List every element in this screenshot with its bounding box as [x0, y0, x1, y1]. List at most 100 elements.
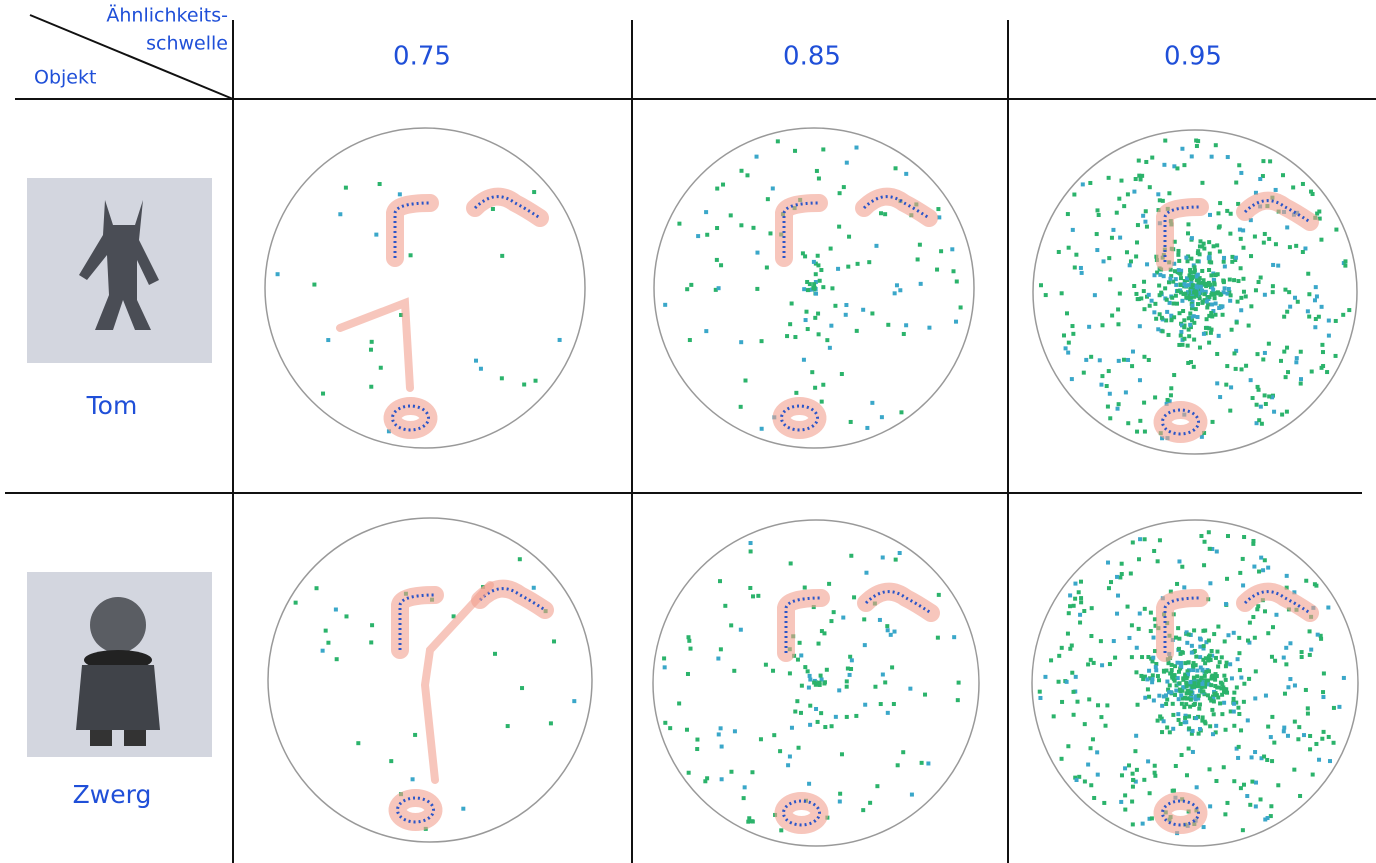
- feature-dot: [1198, 702, 1202, 706]
- object-name: Tom: [86, 391, 138, 420]
- feature-dot: [817, 332, 821, 336]
- feature-dot: [1156, 719, 1160, 723]
- feature-dot: [1334, 319, 1338, 323]
- feature-dot: [1165, 310, 1169, 314]
- feature-dot: [1203, 661, 1207, 665]
- feature-dot: [1196, 273, 1200, 277]
- feature-dot: [1207, 283, 1211, 287]
- feature-dot: [534, 379, 538, 383]
- feature-dot: [1257, 418, 1261, 422]
- feature-dot: [506, 724, 510, 728]
- feature-dot: [1142, 289, 1146, 293]
- feature-dot: [1245, 794, 1249, 798]
- feature-dot: [959, 305, 963, 309]
- feature-dot: [1264, 402, 1268, 406]
- feature-dot: [1077, 590, 1081, 594]
- feature-dot: [856, 262, 860, 266]
- feature-dot: [1268, 159, 1272, 163]
- feature-dot: [1160, 704, 1164, 708]
- feature-dot: [806, 669, 810, 673]
- feature-dot: [785, 334, 789, 338]
- feature-dot: [1079, 580, 1083, 584]
- feature-dot: [1109, 580, 1113, 584]
- feature-dot: [704, 329, 708, 333]
- feature-dot: [686, 635, 690, 639]
- feature-dot: [1060, 291, 1064, 295]
- feature-dot: [1138, 612, 1142, 616]
- feature-dot: [1200, 289, 1204, 293]
- feature-dot: [1180, 565, 1184, 569]
- feature-dot: [1228, 409, 1232, 413]
- feature-dot: [841, 616, 845, 620]
- feature-dot: [687, 639, 691, 643]
- feature-dot: [1066, 744, 1070, 748]
- feature-dot: [1168, 683, 1172, 687]
- feature-dot: [1319, 238, 1323, 242]
- feature-dot: [1334, 228, 1338, 232]
- feature-dot: [813, 316, 817, 320]
- feature-dot: [1169, 690, 1173, 694]
- feature-dot: [1090, 606, 1094, 610]
- feature-dot: [817, 642, 821, 646]
- feature-dot: [803, 586, 807, 590]
- feature-dot: [1178, 652, 1182, 656]
- feature-dot: [846, 265, 850, 269]
- feature-dot: [1057, 250, 1061, 254]
- feature-dot: [1276, 264, 1280, 268]
- feature-dot: [1123, 808, 1127, 812]
- feature-dot: [1218, 201, 1222, 205]
- feature-dot: [1152, 549, 1156, 553]
- feature-dot: [1284, 646, 1288, 650]
- feature-dot: [1239, 296, 1243, 300]
- feature-dot: [1123, 766, 1127, 770]
- feature-dot: [1115, 575, 1119, 579]
- feature-dot: [1096, 208, 1100, 212]
- match-region: [400, 595, 435, 650]
- feature-dot: [1212, 699, 1216, 703]
- feature-dot: [1179, 334, 1183, 338]
- feature-dot: [739, 223, 743, 227]
- feature-dot: [1134, 254, 1138, 258]
- feature-dot: [1215, 243, 1219, 247]
- feature-dot: [1154, 668, 1158, 672]
- feature-dot: [870, 401, 874, 405]
- feature-dot: [1131, 772, 1135, 776]
- feature-dot: [721, 183, 725, 187]
- feature-dot: [1118, 292, 1122, 296]
- feature-dot: [886, 323, 890, 327]
- feature-dot: [1326, 606, 1330, 610]
- feature-dot: [685, 287, 689, 291]
- feature-dot: [923, 693, 927, 697]
- feature-dot: [749, 541, 753, 545]
- feature-dot: [776, 139, 780, 143]
- feature-dot: [810, 370, 814, 374]
- match-region: [1165, 598, 1200, 653]
- feature-dot: [1182, 163, 1186, 167]
- feature-dot: [1087, 325, 1091, 329]
- feature-dot: [677, 701, 681, 705]
- feature-dot: [808, 678, 812, 682]
- feature-dot: [1209, 273, 1213, 277]
- feature-dot: [1191, 283, 1195, 287]
- feature-dot: [344, 614, 348, 618]
- feature-dot: [1178, 272, 1182, 276]
- feature-dot: [1299, 377, 1303, 381]
- feature-dot: [1208, 581, 1212, 585]
- feature-dot: [1207, 326, 1211, 330]
- feature-dot: [1247, 324, 1251, 328]
- feature-dot: [1167, 280, 1171, 284]
- feature-dot: [703, 779, 707, 783]
- feature-dot: [1295, 356, 1299, 360]
- feature-dot: [778, 749, 782, 753]
- feature-dot: [1223, 812, 1227, 816]
- feature-dot: [1215, 650, 1219, 654]
- feature-dot: [1242, 290, 1246, 294]
- feature-dot: [1192, 628, 1196, 632]
- feature-dot: [1229, 212, 1233, 216]
- feature-dot: [1300, 650, 1304, 654]
- feature-dot: [849, 667, 853, 671]
- feature-dot: [1281, 173, 1285, 177]
- feature-dot: [1180, 702, 1184, 706]
- feature-dot: [842, 185, 846, 189]
- feature-dot: [715, 258, 719, 262]
